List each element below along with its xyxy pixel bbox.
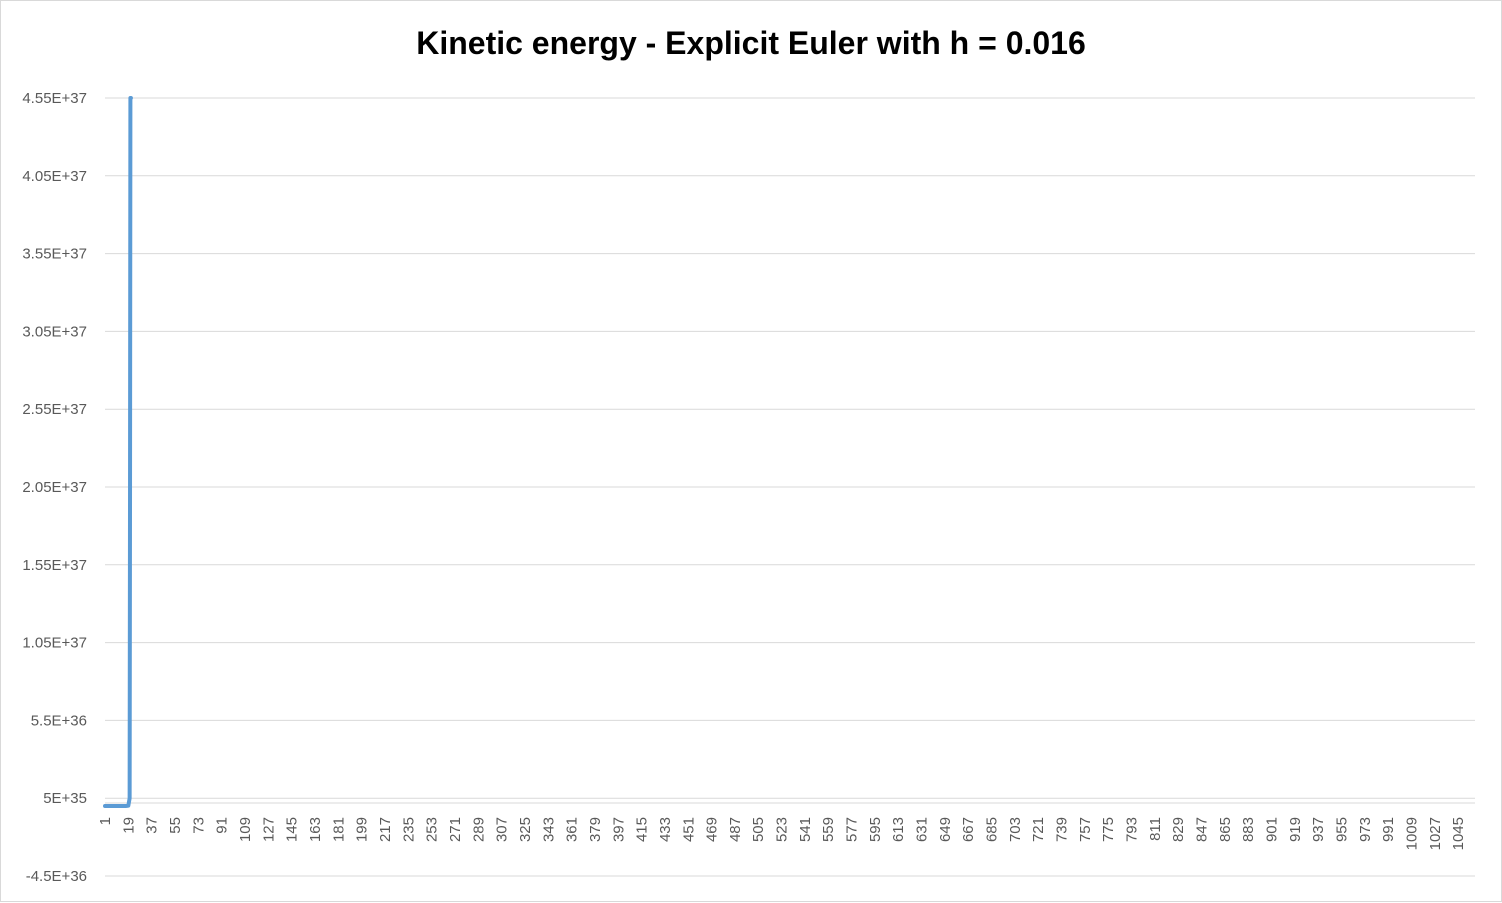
x-tick-label: 235 xyxy=(400,817,417,842)
x-tick-label: 343 xyxy=(540,817,557,842)
y-tick-label: 3.55E+37 xyxy=(22,246,87,263)
x-tick-label: 847 xyxy=(1194,817,1211,842)
x-tick-label: 127 xyxy=(260,817,277,842)
x-tick-label: 937 xyxy=(1310,817,1327,842)
x-tick-label: 613 xyxy=(890,817,907,842)
gridlines xyxy=(105,97,1475,877)
series-group xyxy=(103,96,133,808)
x-tick-label: 973 xyxy=(1357,817,1374,842)
x-tick-label: 217 xyxy=(377,817,394,842)
y-tick-label: 4.05E+37 xyxy=(22,168,87,185)
x-tick-label: 91 xyxy=(214,817,231,834)
x-tick-label: 253 xyxy=(424,817,441,842)
x-tick-label: 379 xyxy=(587,817,604,842)
x-tick-label: 649 xyxy=(937,817,954,842)
x-tick-label: 325 xyxy=(517,817,534,842)
y-tick-label: 3.05E+37 xyxy=(22,323,87,340)
y-tick-label: -4.5E+36 xyxy=(26,868,87,885)
x-tick-label: 289 xyxy=(470,817,487,842)
x-tick-label: 505 xyxy=(750,817,767,842)
x-tick-label: 415 xyxy=(634,817,651,842)
x-tick-label: 577 xyxy=(844,817,861,842)
y-tick-label: 5E+35 xyxy=(43,790,87,807)
x-tick-label: 685 xyxy=(984,817,1001,842)
x-tick-label: 541 xyxy=(797,817,814,842)
x-tick-label: 433 xyxy=(657,817,674,842)
x-tick-label: 73 xyxy=(190,817,207,834)
x-tick-label: 703 xyxy=(1007,817,1024,842)
x-tick-label: 775 xyxy=(1100,817,1117,842)
x-tick-label: 1 xyxy=(97,817,114,825)
x-tick-label: 523 xyxy=(774,817,791,842)
x-tick-label: 901 xyxy=(1264,817,1281,842)
x-tick-label: 721 xyxy=(1030,817,1047,842)
x-tick-label: 559 xyxy=(820,817,837,842)
x-tick-label: 595 xyxy=(867,817,884,842)
x-tick-label: 307 xyxy=(494,817,511,842)
x-tick-label: 1009 xyxy=(1403,817,1420,850)
y-tick-label: 1.55E+37 xyxy=(22,557,87,574)
x-tick-label: 757 xyxy=(1077,817,1094,842)
x-tick-label: 1045 xyxy=(1450,817,1467,850)
x-tick-label: 955 xyxy=(1333,817,1350,842)
x-axis-tick-labels: 1 19 37 55 73 91 109 127 145 163 181 199 217 235 253 27… xyxy=(97,817,1467,850)
x-tick-label: 271 xyxy=(447,817,464,842)
x-tick-label: 919 xyxy=(1287,817,1304,842)
x-tick-label: 865 xyxy=(1217,817,1234,842)
x-tick-label: 451 xyxy=(680,817,697,842)
x-tick-label: 793 xyxy=(1124,817,1141,842)
x-tick-label: 811 xyxy=(1147,817,1164,841)
x-tick-label: 181 xyxy=(330,817,347,842)
y-tick-label: 1.05E+37 xyxy=(22,635,87,652)
x-tick-label: 19 xyxy=(120,817,137,834)
x-tick-label: 739 xyxy=(1054,817,1071,842)
x-tick-label: 631 xyxy=(914,817,931,842)
series-line xyxy=(103,96,133,808)
y-tick-label: 4.55E+37 xyxy=(22,90,87,107)
y-tick-label: 2.05E+37 xyxy=(22,479,87,496)
x-tick-label: 37 xyxy=(144,817,161,834)
x-tick-label: 145 xyxy=(284,817,301,842)
x-tick-label: 829 xyxy=(1170,817,1187,842)
x-tick-label: 361 xyxy=(564,817,581,842)
x-tick-label: 1027 xyxy=(1427,817,1444,850)
y-tick-label: 5.5E+36 xyxy=(31,712,87,729)
y-tick-label: 2.55E+37 xyxy=(22,401,87,418)
x-tick-label: 109 xyxy=(237,817,254,842)
x-tick-label: 55 xyxy=(167,817,184,834)
chart-title: Kinetic energy - Explicit Euler with h =… xyxy=(416,25,1086,61)
x-tick-label: 163 xyxy=(307,817,324,842)
x-tick-label: 667 xyxy=(960,817,977,842)
x-tick-label: 469 xyxy=(704,817,721,842)
y-axis-tick-labels: -4.5E+36 5E+35 5.5E+36 1.05E+37 1.55E+37 2.05… xyxy=(22,90,87,885)
x-tick-label: 991 xyxy=(1380,817,1397,842)
x-tick-label: 487 xyxy=(727,817,744,842)
x-tick-label: 199 xyxy=(354,817,371,842)
x-tick-label: 883 xyxy=(1240,817,1257,842)
x-tick-label: 397 xyxy=(610,817,627,842)
